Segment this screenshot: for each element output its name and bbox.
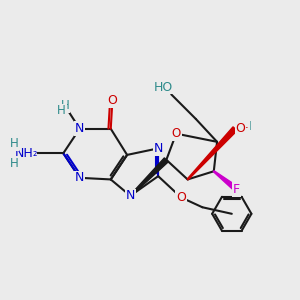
- Text: N: N: [75, 122, 84, 135]
- Text: HO: HO: [154, 81, 173, 94]
- Text: F: F: [233, 183, 240, 196]
- Polygon shape: [187, 127, 237, 180]
- Polygon shape: [130, 158, 168, 196]
- Text: O: O: [176, 191, 186, 204]
- Text: O: O: [107, 94, 117, 107]
- Text: N: N: [75, 171, 84, 184]
- Text: O: O: [172, 127, 181, 140]
- Text: H: H: [10, 137, 19, 150]
- Text: N: N: [154, 142, 163, 155]
- Text: H: H: [61, 99, 69, 112]
- Text: ₂: ₂: [32, 148, 37, 158]
- Text: H: H: [57, 104, 66, 117]
- Text: H: H: [10, 157, 19, 169]
- Text: NH: NH: [15, 147, 34, 160]
- Polygon shape: [213, 171, 238, 191]
- Text: H: H: [243, 120, 252, 133]
- Text: O·: O·: [236, 122, 250, 135]
- Text: N: N: [126, 189, 135, 202]
